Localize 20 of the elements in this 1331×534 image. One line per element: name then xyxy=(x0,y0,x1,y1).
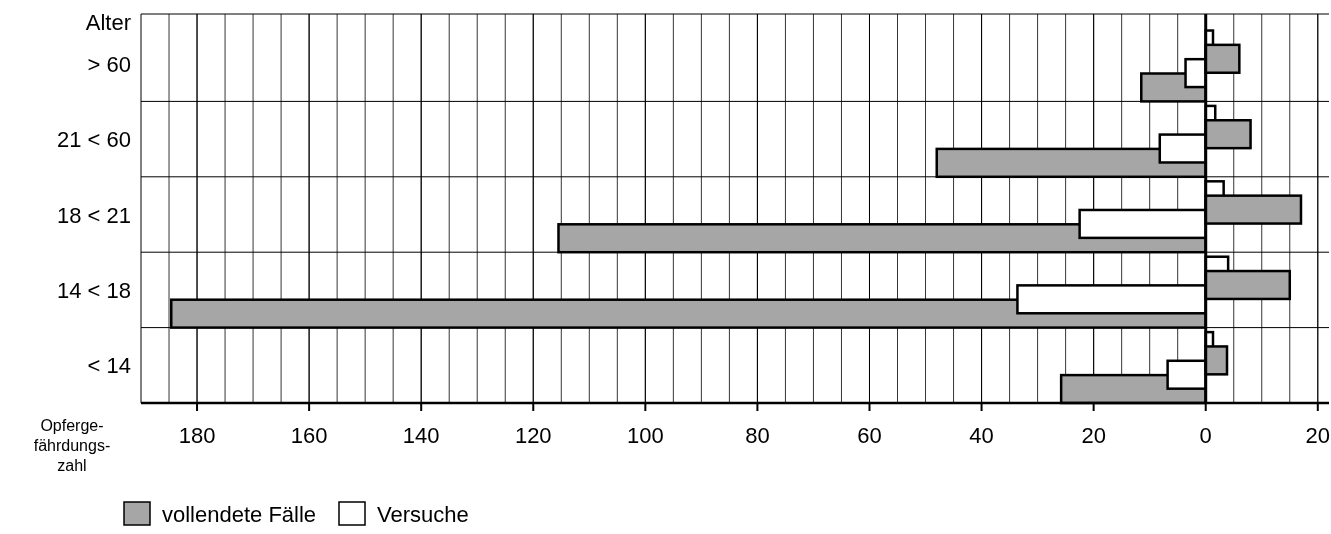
legend-label: Versuche xyxy=(377,502,469,527)
y-tick-label: < 14 xyxy=(87,353,131,379)
x-tick-label: 40 xyxy=(969,423,994,448)
x-tick-label: 160 xyxy=(290,423,328,448)
y-tick-label: 14 < 18 xyxy=(56,277,131,303)
x-tick-label: 60 xyxy=(857,423,882,448)
y-tick-label: 18 < 21 xyxy=(56,202,131,228)
x-tick-label: 0 xyxy=(1199,423,1212,448)
y-axis-title: Alter xyxy=(85,10,131,35)
x-tick-label: 100 xyxy=(626,423,664,448)
x-axis-title: Opferge-fährdungs-zahl xyxy=(33,417,111,474)
x-tick-label: 20 xyxy=(1305,423,1331,448)
x-tick-label: 120 xyxy=(514,423,552,448)
x-tick-label: 80 xyxy=(745,423,770,448)
x-tick-label: 140 xyxy=(402,423,440,448)
x-tick-label: 180 xyxy=(178,423,216,448)
y-tick-label: > 60 xyxy=(87,51,131,77)
x-tick-label: 20 xyxy=(1081,423,1106,448)
y-tick-label: 21 < 60 xyxy=(56,127,131,153)
legend-label: vollendete Fälle xyxy=(162,502,317,527)
